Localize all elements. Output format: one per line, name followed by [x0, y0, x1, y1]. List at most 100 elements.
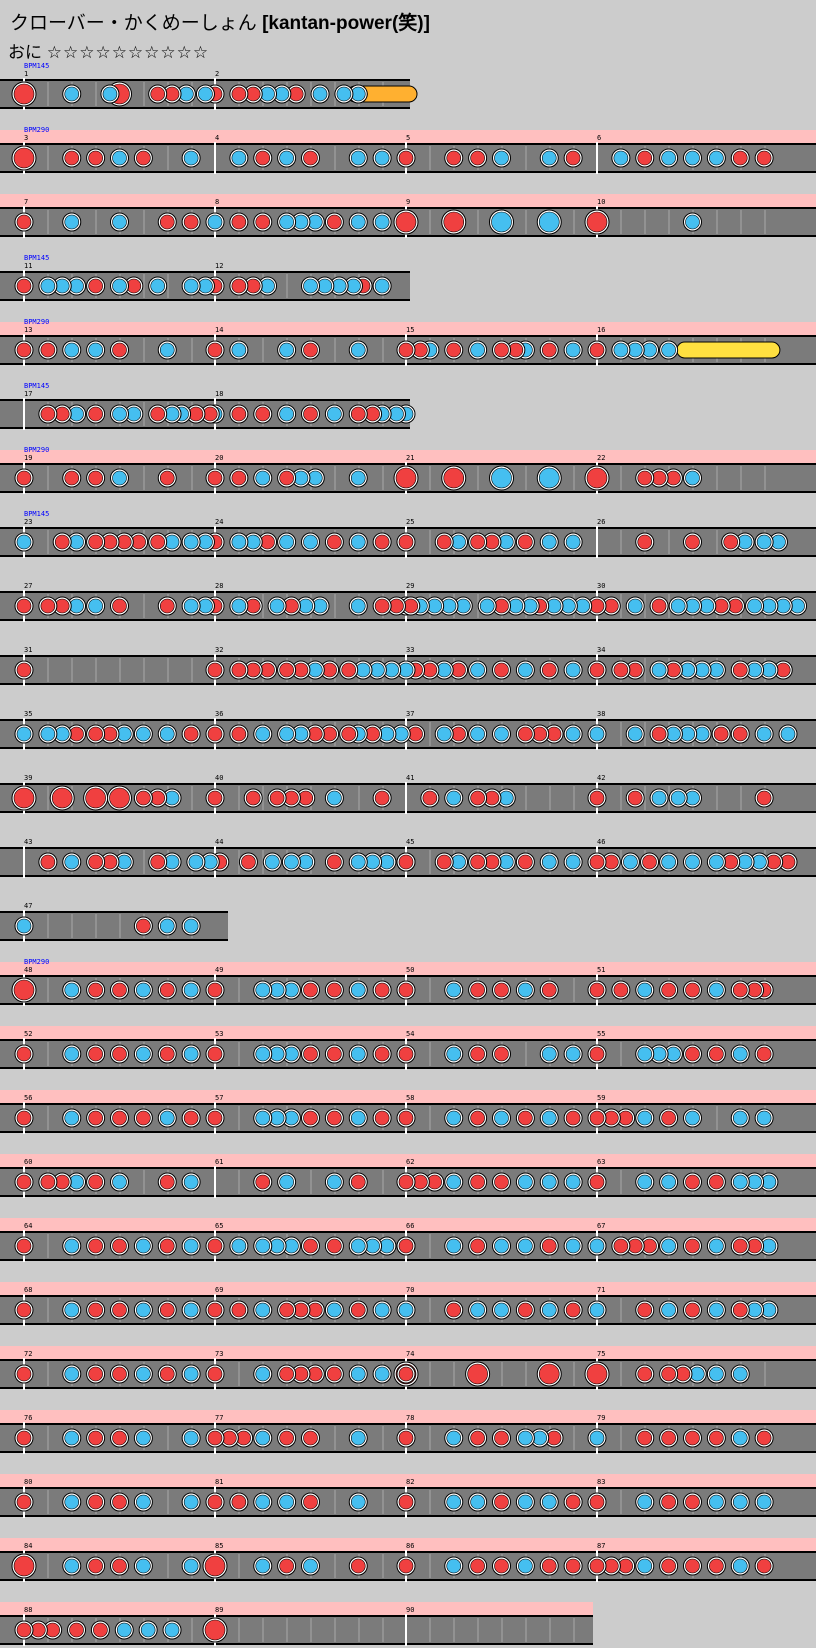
- don-note-face: [85, 787, 106, 809]
- don-note-face: [395, 211, 417, 233]
- don-note-face: [398, 1174, 414, 1190]
- don-note-face: [159, 1302, 175, 1318]
- ka-note-face: [709, 150, 724, 166]
- bar-number: 41: [406, 774, 414, 782]
- bar-number: 23: [24, 518, 32, 526]
- don-note-face: [279, 1366, 294, 1382]
- don-note-face: [589, 1558, 605, 1574]
- don-note-face: [398, 150, 414, 166]
- don-note-face: [159, 1366, 175, 1382]
- don-note-face: [88, 854, 103, 870]
- ka-note-face: [112, 406, 127, 422]
- ka-note-face: [264, 854, 280, 870]
- difficulty-stars: ☆☆☆☆☆☆☆☆☆☆: [46, 43, 210, 62]
- don-note-face: [398, 1430, 414, 1446]
- bar-number: 25: [406, 518, 414, 526]
- don-note-face: [231, 406, 247, 422]
- bar-number: 33: [406, 646, 414, 654]
- ka-note-face: [565, 534, 581, 550]
- ka-note-face: [565, 854, 581, 870]
- don-note-face: [16, 1430, 32, 1446]
- ka-note-face: [350, 1366, 366, 1382]
- don-note-face: [518, 854, 533, 870]
- don-note-face: [88, 534, 103, 550]
- ka-note-face: [350, 342, 366, 358]
- don-note-face: [150, 406, 165, 422]
- don-note-face: [589, 662, 605, 678]
- don-note-face: [685, 1558, 700, 1574]
- don-note-face: [374, 1110, 390, 1126]
- don-note-face: [589, 342, 605, 358]
- ka-note-face: [565, 342, 581, 358]
- song-title: クローバー・かくめーしょん [kantan-power(笑)]: [10, 8, 430, 35]
- ka-note-face: [446, 1110, 462, 1126]
- don-note-face: [661, 982, 676, 998]
- don-note-face: [637, 1366, 653, 1382]
- ka-note-face: [64, 1558, 80, 1574]
- don-note-face: [494, 662, 509, 678]
- ka-note-face: [747, 598, 762, 614]
- ka-note-face: [159, 918, 175, 934]
- bar-number: 55: [597, 1030, 605, 1038]
- don-note-face: [16, 1494, 32, 1510]
- chart-row: 43 44 45 46: [0, 838, 816, 878]
- don-note-face: [327, 214, 342, 230]
- don-note-face: [207, 1430, 223, 1446]
- chart-row: 60 61 62 63: [0, 1154, 816, 1198]
- don-note-face: [327, 1110, 342, 1126]
- don-note-face: [16, 278, 32, 294]
- ka-note-face: [661, 1174, 676, 1190]
- don-note-face: [732, 982, 748, 998]
- ka-note-face: [613, 342, 629, 358]
- bpm-label: BPM290: [24, 318, 49, 326]
- bar-number: 54: [406, 1030, 414, 1038]
- bar-number: 6: [597, 134, 601, 142]
- don-note-face: [159, 1046, 175, 1062]
- ka-note-face: [446, 1238, 462, 1254]
- bar-number: 39: [24, 774, 32, 782]
- don-note-face: [255, 1174, 271, 1190]
- chart-row: 88 89 90: [0, 1602, 593, 1646]
- don-note-face: [398, 1110, 414, 1126]
- bar-number: 22: [597, 454, 605, 462]
- bar-number: 29: [406, 582, 414, 590]
- don-note-face: [159, 598, 175, 614]
- don-note-face: [398, 854, 414, 870]
- don-note-face: [93, 1622, 108, 1638]
- don-note-face: [470, 854, 485, 870]
- difficulty-line: おに ☆☆☆☆☆☆☆☆☆☆: [8, 38, 209, 63]
- don-note-face: [589, 1046, 605, 1062]
- don-note-face: [565, 1110, 581, 1126]
- ka-note-face: [255, 1302, 271, 1318]
- don-note-face: [709, 1046, 724, 1062]
- don-note-face: [685, 1494, 700, 1510]
- ka-note-face: [159, 726, 175, 742]
- ka-note-face: [350, 1238, 366, 1254]
- ka-note-face: [518, 662, 533, 678]
- don-note-face: [255, 214, 271, 230]
- ka-note-face: [709, 854, 724, 870]
- ka-note-face: [350, 470, 366, 486]
- ka-note-face: [183, 982, 199, 998]
- ka-note-face: [303, 1558, 318, 1574]
- don-note-face: [16, 470, 32, 486]
- bar-number: 10: [597, 198, 605, 206]
- ka-note-face: [541, 1046, 557, 1062]
- ka-note-face: [756, 534, 772, 550]
- don-note-face: [565, 150, 581, 166]
- bar-number: 5: [406, 134, 410, 142]
- ka-note-face: [541, 1174, 557, 1190]
- don-note-face: [494, 342, 509, 358]
- don-note-face: [207, 1302, 223, 1318]
- chart-row: 76 77 78 79: [0, 1410, 816, 1454]
- don-note-face: [204, 1555, 226, 1577]
- don-note-face: [207, 726, 223, 742]
- ka-note-face: [327, 790, 342, 806]
- don-note-face: [159, 1238, 175, 1254]
- don-note-face: [685, 1430, 700, 1446]
- ka-note-face: [470, 342, 485, 358]
- don-note-face: [398, 1238, 414, 1254]
- don-note-face: [494, 982, 509, 998]
- don-note-face: [16, 1174, 32, 1190]
